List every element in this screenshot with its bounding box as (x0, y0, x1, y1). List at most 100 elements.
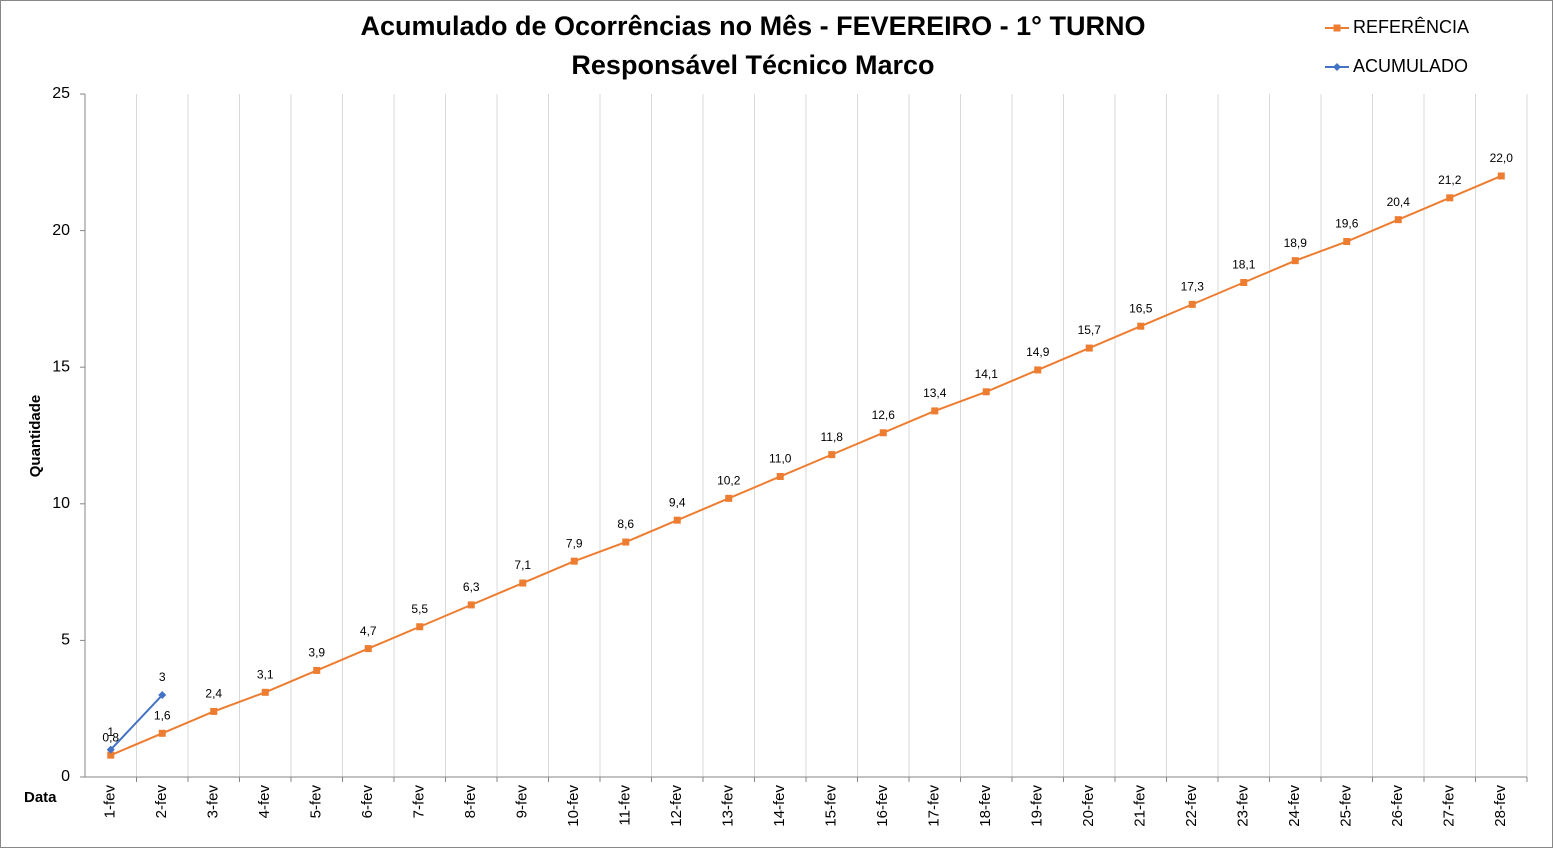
x-tick-label: 3-fev (205, 785, 222, 819)
point (1034, 366, 1042, 374)
chart-title: Acumulado de Ocorrências no Mês - FEVERE… (361, 11, 1146, 41)
data-label: 12,6 (872, 408, 896, 422)
data-label: 19,6 (1335, 217, 1359, 231)
point (416, 623, 424, 631)
x-tick-label: 8-fev (462, 785, 479, 819)
y-tick-label: 10 (52, 495, 70, 512)
point (158, 729, 166, 737)
point (1497, 172, 1505, 180)
x-tick-label: 5-fev (308, 785, 325, 819)
data-label: 4,7 (360, 624, 377, 638)
series-line (110, 175, 1502, 757)
y-tick-label: 20 (52, 222, 70, 239)
data-label: 16,5 (1129, 301, 1153, 315)
legend-marker (1333, 24, 1341, 32)
chart-subtitle: Responsável Técnico Marco (571, 50, 934, 80)
data-label: 5,5 (411, 602, 428, 616)
data-label: 11,0 (769, 452, 792, 466)
x-tick-label: 7-fev (411, 785, 428, 819)
point (1446, 194, 1454, 202)
point (982, 388, 990, 396)
point (622, 538, 630, 546)
point (828, 451, 836, 459)
data-label: 18,9 (1284, 236, 1308, 250)
point (1291, 257, 1299, 265)
data-label: 7,1 (514, 558, 531, 572)
point (776, 472, 784, 480)
point (261, 688, 269, 696)
point (725, 494, 733, 502)
data-label: 21,2 (1438, 173, 1462, 187)
data-label: 1 (107, 725, 114, 739)
x-tick-label: 23-fev (1235, 785, 1252, 827)
point (570, 557, 578, 565)
y-tick-label: 0 (61, 768, 70, 785)
point (1137, 322, 1145, 330)
point (107, 751, 115, 759)
data-label: 3,1 (257, 667, 274, 681)
data-label: 17,3 (1181, 280, 1205, 294)
data-label: 22,0 (1490, 151, 1514, 165)
legend-label: REFERÊNCIA (1353, 17, 1469, 37)
legend-label: ACUMULADO (1353, 56, 1468, 76)
point (210, 707, 218, 715)
x-tick-label: 15-fev (823, 785, 840, 827)
data-label: 6,3 (463, 580, 480, 594)
data-label: 3,9 (308, 646, 325, 660)
data-label: 8,6 (617, 517, 634, 531)
point (364, 645, 372, 653)
data-label: 14,9 (1026, 345, 1050, 359)
x-tick-label: 14-fev (771, 785, 788, 827)
point (1240, 279, 1248, 287)
x-axis-label: Data (24, 789, 57, 806)
data-label: 14,1 (975, 367, 999, 381)
data-label: 15,7 (1078, 323, 1102, 337)
point (931, 407, 939, 415)
x-tick-label: 25-fev (1338, 785, 1355, 827)
x-tick-label: 12-fev (668, 785, 685, 827)
data-label: 18,1 (1232, 258, 1256, 272)
point (1343, 238, 1351, 246)
x-tick-label: 1-fev (102, 785, 119, 819)
data-label: 7,9 (566, 536, 583, 550)
point (1085, 344, 1093, 352)
y-axis-label: Quantidade (27, 395, 44, 478)
series-line (110, 694, 163, 751)
legend-marker (1333, 63, 1341, 71)
point (106, 745, 115, 754)
x-tick-label: 27-fev (1441, 785, 1458, 827)
x-tick-label: 28-fev (1492, 785, 1509, 827)
x-tick-label: 13-fev (720, 785, 737, 827)
point (519, 579, 527, 587)
point (467, 601, 475, 609)
point (673, 516, 681, 524)
x-tick-label: 22-fev (1183, 785, 1200, 827)
x-tick-label: 18-fev (977, 785, 994, 827)
x-tick-label: 24-fev (1286, 785, 1303, 827)
data-label: 10,2 (717, 474, 741, 488)
x-tick-label: 2-fev (153, 785, 170, 819)
data-label: 13,4 (923, 386, 947, 400)
x-tick-label: 11-fev (617, 785, 634, 826)
x-tick-label: 6-fev (359, 785, 376, 819)
data-label: 3 (159, 670, 166, 684)
data-label: 9,4 (669, 495, 686, 509)
x-tick-label: 26-fev (1389, 785, 1406, 827)
y-tick-label: 5 (61, 632, 70, 649)
x-tick-label: 4-fev (256, 785, 273, 819)
y-tick-label: 25 (52, 85, 70, 102)
x-tick-label: 19-fev (1029, 785, 1046, 827)
data-label: 0,8 (102, 730, 119, 744)
y-tick-label: 15 (52, 358, 70, 375)
point (158, 691, 167, 700)
data-label: 1,6 (154, 708, 171, 722)
x-tick-label: 20-fev (1080, 785, 1097, 827)
x-tick-label: 9-fev (514, 785, 531, 819)
x-tick-label: 21-fev (1132, 785, 1149, 827)
point (313, 666, 321, 674)
point (879, 429, 887, 437)
x-tick-label: 16-fev (874, 785, 891, 827)
point (1394, 216, 1402, 224)
